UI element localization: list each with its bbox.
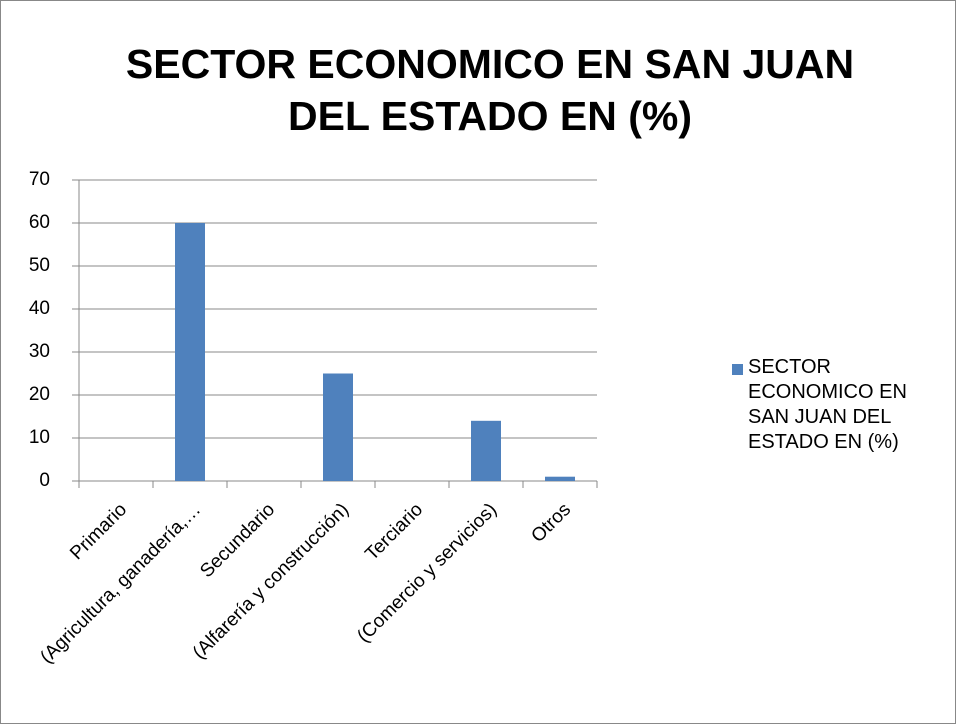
x-tick-label: (Agricultura, ganadería,… [36, 499, 205, 668]
y-tick-label: 0 [39, 470, 50, 491]
y-tick-label: 30 [29, 341, 50, 362]
bar [545, 476, 575, 481]
x-tick-label: Otros [527, 499, 575, 547]
y-tick-label: 70 [29, 169, 50, 190]
bar [471, 420, 501, 481]
x-tick-label: Terciario [361, 499, 427, 565]
x-tick-label: (Comercio y servicios) [353, 499, 501, 647]
x-tick-label: (Alfarería y construcción) [189, 499, 353, 663]
legend-swatch [732, 364, 743, 375]
legend-label: SECTOR ECONOMICO EN SAN JUAN DEL ESTADO … [748, 356, 907, 453]
y-tick-label: 60 [29, 212, 50, 233]
bar [323, 373, 353, 481]
y-tick-label: 50 [29, 255, 50, 276]
chart-title: SECTOR ECONOMICO EN SAN JUAN DEL ESTADO … [125, 41, 855, 139]
x-tick-label: Primario [66, 499, 131, 564]
y-tick-label: 40 [29, 298, 50, 319]
y-tick-label: 20 [29, 384, 50, 405]
y-tick-label: 10 [29, 427, 50, 448]
bar [175, 223, 205, 481]
